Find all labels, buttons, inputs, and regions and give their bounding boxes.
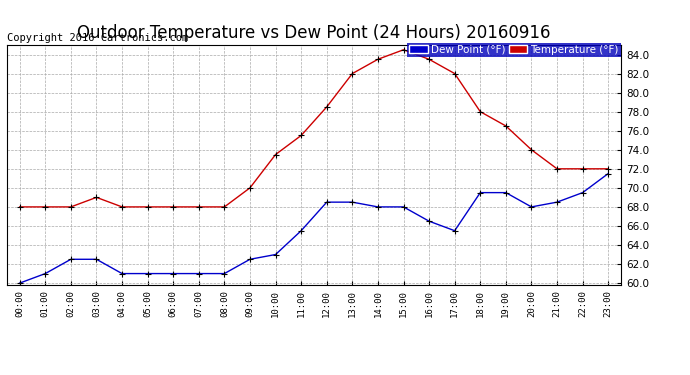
Legend: Dew Point (°F), Temperature (°F): Dew Point (°F), Temperature (°F) [407,43,621,57]
Text: Copyright 2016 Cartronics.com: Copyright 2016 Cartronics.com [7,33,188,43]
Title: Outdoor Temperature vs Dew Point (24 Hours) 20160916: Outdoor Temperature vs Dew Point (24 Hou… [77,24,551,42]
